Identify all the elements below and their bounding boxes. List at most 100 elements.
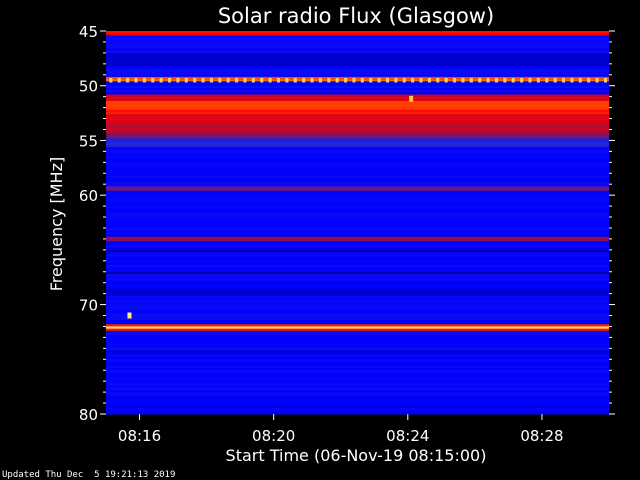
heatmap-dash	[201, 78, 205, 83]
heatmap-row	[106, 131, 609, 135]
heatmap-dash	[494, 78, 498, 83]
heatmap-row	[106, 328, 609, 332]
heatmap-row	[106, 149, 609, 152]
heatmap-row	[106, 59, 609, 63]
heatmap-row	[106, 171, 609, 174]
heatmap-dash	[226, 78, 230, 83]
heatmap-row	[106, 74, 609, 78]
heatmap-row	[106, 245, 609, 249]
heatmap-row	[106, 221, 609, 225]
heatmap-row	[106, 280, 609, 284]
heatmap-row	[106, 160, 609, 163]
heatmap-row	[106, 162, 609, 166]
heatmap-dash	[251, 78, 255, 83]
heatmap-row	[106, 210, 609, 214]
heatmap-row	[106, 101, 609, 104]
heatmap-dash	[209, 78, 213, 83]
heatmap-row	[106, 262, 609, 266]
heatmap-row	[106, 122, 609, 126]
heatmap-dash	[327, 78, 331, 83]
heatmap-row	[106, 175, 609, 179]
heatmap-dash	[411, 78, 415, 83]
heatmap-row	[106, 96, 609, 100]
heatmap-dash	[352, 78, 356, 83]
heatmap-row	[106, 177, 609, 181]
heatmap-dash	[570, 78, 574, 83]
heatmap-row	[106, 335, 609, 338]
y-tick-label: 60	[79, 187, 98, 205]
heatmap-row	[106, 94, 609, 98]
heatmap-row	[106, 206, 609, 209]
heatmap-row	[106, 164, 609, 168]
heatmap-row	[106, 61, 609, 65]
heatmap-dash	[503, 78, 507, 83]
heatmap-dash	[193, 78, 197, 83]
heatmap-row	[106, 265, 609, 268]
heatmap-row	[106, 333, 609, 336]
heatmap-row	[106, 247, 609, 251]
heatmap-row	[106, 276, 609, 279]
heatmap-row	[106, 317, 609, 321]
heatmap-row	[106, 398, 609, 402]
heatmap-row	[106, 411, 609, 415]
heatmap-dash	[419, 78, 423, 83]
x-tick-label: 08:20	[252, 427, 295, 445]
heatmap-row	[106, 33, 609, 36]
heatmap-row	[106, 361, 609, 365]
heatmap-row	[106, 44, 609, 47]
heatmap-row	[106, 370, 609, 373]
heatmap-row	[106, 306, 609, 310]
y-tick-label: 50	[79, 78, 98, 96]
y-tick-label: 80	[79, 406, 98, 424]
heatmap-dash	[318, 78, 322, 83]
heatmap-row	[106, 230, 609, 233]
heatmap-row	[106, 227, 609, 231]
heatmap-dash	[344, 78, 348, 83]
heatmap-row	[106, 378, 609, 382]
heatmap-row	[106, 66, 609, 69]
heatmap-row	[106, 225, 609, 229]
heatmap-row	[106, 252, 609, 255]
heatmap-row	[106, 304, 609, 308]
heatmap-row	[106, 315, 609, 319]
heatmap-row	[106, 376, 609, 380]
heatmap-dash	[218, 78, 222, 83]
heatmap-dash	[520, 78, 524, 83]
heatmap-row	[106, 107, 609, 111]
heatmap-dash	[453, 78, 457, 83]
heatmap-dash	[486, 78, 490, 83]
heatmap-dash	[461, 78, 465, 83]
heatmap-rows	[106, 31, 609, 415]
heatmap-row	[106, 243, 609, 246]
heatmap-row	[106, 223, 609, 227]
heatmap-row	[106, 31, 609, 34]
heatmap-dash	[578, 78, 582, 83]
heatmap-row	[106, 182, 609, 185]
heatmap-dash	[603, 78, 607, 83]
heatmap-dash	[235, 78, 239, 83]
heatmap-row	[106, 52, 609, 56]
heatmap-row	[106, 293, 609, 297]
heatmap-row	[106, 201, 609, 205]
y-tick-label: 45	[79, 23, 98, 41]
heatmap-row	[106, 90, 609, 93]
heatmap-row	[106, 238, 609, 242]
heatmap-row	[106, 392, 609, 395]
heatmap-row	[106, 68, 609, 71]
heatmap-row	[106, 114, 609, 117]
heatmap-dash	[478, 78, 482, 83]
heatmap-dash	[369, 78, 373, 83]
heatmap-dash	[377, 78, 381, 83]
plot-area	[106, 31, 609, 415]
heatmap-row	[106, 109, 609, 113]
heatmap-dash	[310, 78, 314, 83]
heatmap-row	[106, 232, 609, 236]
heatmap-row	[106, 267, 609, 271]
heatmap-row	[106, 83, 609, 87]
heatmap-row	[106, 76, 609, 80]
heatmap-row	[106, 330, 609, 334]
heatmap-dash	[302, 78, 306, 83]
heatmap-row	[106, 326, 609, 330]
heatmap-dash	[243, 78, 247, 83]
heatmap-dash	[176, 78, 180, 83]
